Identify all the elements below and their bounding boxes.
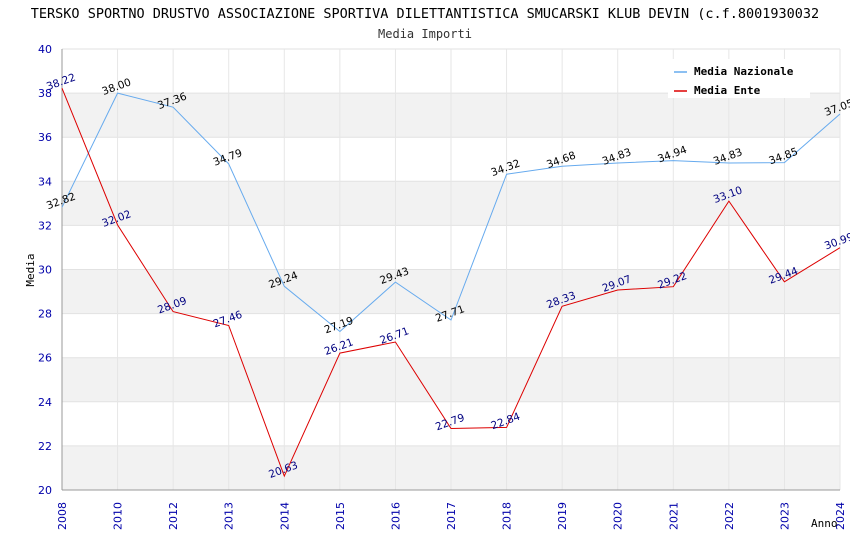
series-line-ente: [61, 88, 841, 478]
x-tick-label: 2010: [112, 502, 125, 530]
series-line-nazionale: [61, 92, 841, 333]
data-label-ente: 22.79: [434, 412, 466, 434]
data-label-nazionale: 27.19: [323, 315, 355, 337]
data-label-nazionale: 34.83: [712, 146, 744, 168]
x-axis-title: Anno: [811, 517, 838, 530]
legend-label-ente: Media Ente: [694, 84, 761, 97]
x-tick-label: 2020: [612, 502, 625, 530]
y-tick-label: 28: [38, 308, 52, 321]
x-tick-label: 2018: [501, 502, 514, 530]
y-tick-label: 38: [38, 87, 52, 100]
x-tick-label: 2012: [167, 502, 180, 530]
legend-box: [668, 59, 810, 98]
y-tick-labels: 20 22 24 26 28 30 32 34 36 38 40: [38, 43, 52, 497]
legend: Media Nazionale Media Ente: [668, 59, 810, 98]
x-tick-labels: 2008 2010 2012 2013 2014 2015 2016 2017 2018 2019…: [56, 502, 847, 530]
data-label-ente: 30.99: [823, 231, 850, 253]
data-label-ente: 26.71: [378, 325, 410, 347]
x-tick-label: 2023: [778, 502, 791, 530]
y-tick-label: 24: [38, 396, 52, 409]
y-tick-label: 30: [38, 264, 52, 277]
chart-title: TERSKO SPORTNO DRUSTVO ASSOCIAZIONE SPOR…: [30, 6, 820, 22]
grid-lines: [61, 48, 841, 491]
series-lines: [61, 88, 841, 478]
x-tick-label: 2015: [334, 502, 347, 530]
y-tick-label: 20: [38, 484, 52, 497]
x-tick-label: 2017: [445, 502, 458, 530]
data-label-nazionale: 34.85: [767, 146, 799, 168]
x-tick-label: 2024: [834, 502, 847, 530]
y-tick-label: 34: [38, 175, 52, 188]
data-label-nazionale: 34.68: [545, 150, 577, 172]
chart-subtitle: Media Importi: [378, 27, 472, 41]
data-label-nazionale: 34.94: [656, 144, 689, 166]
data-label-nazionale: 34.79: [212, 147, 244, 169]
data-label-nazionale: 34.83: [601, 146, 633, 168]
legend-label-nazionale: Media Nazionale: [694, 65, 794, 78]
x-tick-label: 2021: [667, 502, 680, 530]
x-tick-label: 2014: [278, 502, 291, 530]
x-tick-label: 2019: [556, 502, 569, 530]
data-label-ente: 22.84: [489, 411, 522, 433]
data-label-ente: 38.22: [45, 72, 77, 94]
y-tick-label: 40: [38, 43, 52, 56]
x-tick-label: 2022: [723, 502, 736, 530]
y-tick-label: 36: [38, 131, 52, 144]
x-tick-label: 2013: [223, 502, 236, 530]
y-axis-title: Media: [24, 253, 37, 286]
x-tick-label: 2008: [56, 502, 69, 530]
y-tick-label: 26: [38, 352, 52, 365]
y-tick-label: 22: [38, 440, 52, 453]
y-tick-label: 32: [38, 219, 52, 232]
x-tick-label: 2016: [389, 502, 402, 530]
